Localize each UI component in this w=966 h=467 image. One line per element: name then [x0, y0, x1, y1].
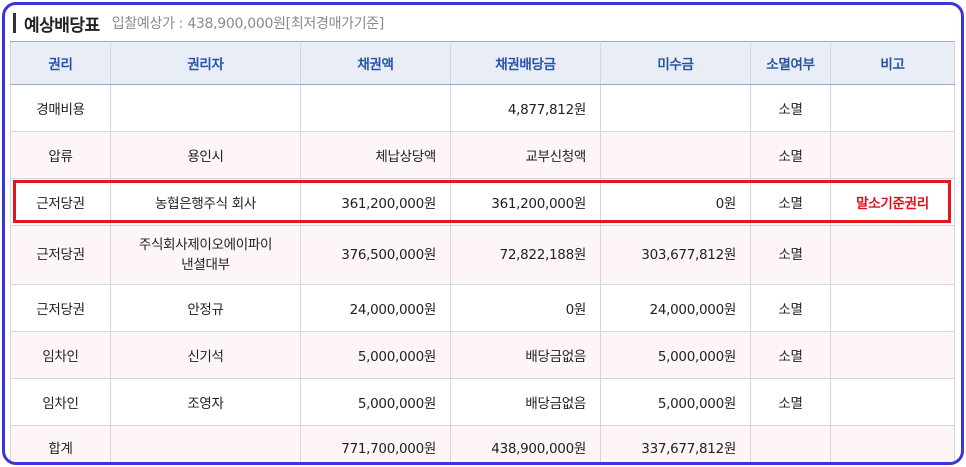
cell-holder: 용인시: [110, 131, 301, 179]
cell-right: 임차인: [10, 378, 111, 426]
cell-dividend: 361,200,000원: [450, 178, 601, 226]
cell-unpaid: [600, 131, 751, 179]
total-unpaid: 337,677,812원: [600, 425, 751, 462]
expected-distribution-table: 권리 권리자 채권액 채권배당금 미수금 소멸여부 비고 경매비용 4,877,…: [10, 41, 955, 462]
cell-note: [830, 331, 955, 379]
table-total-row: 합계 771,700,000원 438,900,000원 337,677,812…: [10, 425, 955, 462]
cell-note: [830, 378, 955, 426]
cell-right: 경매비용: [10, 84, 111, 132]
cell-extinct: 소멸: [750, 331, 831, 379]
cell-unpaid: 24,000,000원: [600, 284, 751, 332]
cell-claim: 376,500,000원: [300, 225, 451, 285]
cell-note-baseline: 말소기준권리: [830, 178, 955, 226]
cell-claim: 24,000,000원: [300, 284, 451, 332]
cell-extinct: 소멸: [750, 225, 831, 285]
cell-right: 압류: [10, 131, 111, 179]
cell-extinct: 소멸: [750, 84, 831, 132]
cell-extinct: 소멸: [750, 284, 831, 332]
title-bar: 예상배당표 입찰예상가 : 438,900,000원[최저경매가기준]: [5, 5, 961, 41]
table-row: 임차인 조영자 5,000,000원 배당금없음 5,000,000원 소멸: [10, 378, 955, 426]
cell-note: [830, 284, 955, 332]
table-row: 임차인 신기석 5,000,000원 배당금없음 5,000,000원 소멸: [10, 331, 955, 379]
column-header-note: 비고: [830, 41, 955, 85]
cell-dividend: 4,877,812원: [450, 84, 601, 132]
cell-holder: 농협은행주식 회사: [110, 178, 301, 226]
cell-right: 임차인: [10, 331, 111, 379]
table-row: 압류 용인시 체납상당액 교부신청액 소멸: [10, 131, 955, 179]
cell-claim: 361,200,000원: [300, 178, 451, 226]
cell-unpaid: [600, 84, 751, 132]
cell-unpaid: 0원: [600, 178, 751, 226]
cell-note: [830, 84, 955, 132]
cell-extinct: 소멸: [750, 378, 831, 426]
title-marker: [13, 13, 16, 33]
total-holder-empty: [110, 425, 301, 462]
cell-holder: [110, 84, 301, 132]
cell-claim: 5,000,000원: [300, 378, 451, 426]
total-note-empty: [830, 425, 955, 462]
table-row: 근저당권 안정규 24,000,000원 0원 24,000,000원 소멸: [10, 284, 955, 332]
cell-note: [830, 131, 955, 179]
cell-note: [830, 225, 955, 285]
cell-extinct: 소멸: [750, 178, 831, 226]
cell-unpaid: 5,000,000원: [600, 378, 751, 426]
cell-holder: 조영자: [110, 378, 301, 426]
cell-unpaid: 303,677,812원: [600, 225, 751, 285]
cell-dividend: 0원: [450, 284, 601, 332]
table-row-baseline-right: 근저당권 농협은행주식 회사 361,200,000원 361,200,000원…: [10, 178, 955, 226]
cell-holder-line1: 주식회사제이오에이파이: [138, 237, 273, 253]
expected-bid-price: 입찰예상가 : 438,900,000원[최저경매가기준]: [111, 16, 385, 32]
cell-unpaid: 5,000,000원: [600, 331, 751, 379]
cell-holder-line2: 낸셜대부: [181, 257, 230, 273]
page-title: 예상배당표: [24, 15, 100, 36]
column-header-extinct: 소멸여부: [750, 41, 831, 85]
cell-right: 근저당권: [10, 284, 111, 332]
cell-claim: 체납상당액: [300, 131, 451, 179]
total-extinct-empty: [750, 425, 831, 462]
cell-holder: 주식회사제이오에이파이 낸셜대부: [110, 225, 301, 285]
cell-dividend: 교부신청액: [450, 131, 601, 179]
table-row: 근저당권 주식회사제이오에이파이 낸셜대부 376,500,000원 72,82…: [10, 225, 955, 285]
cell-right: 근저당권: [10, 225, 111, 285]
cell-dividend: 배당금없음: [450, 331, 601, 379]
total-dividend: 438,900,000원: [450, 425, 601, 462]
table-header-row: 권리 권리자 채권액 채권배당금 미수금 소멸여부 비고: [10, 41, 955, 85]
total-label: 합계: [10, 425, 111, 462]
column-header-unpaid: 미수금: [600, 41, 751, 85]
cell-holder: 신기석: [110, 331, 301, 379]
table-row: 경매비용 4,877,812원 소멸: [10, 84, 955, 132]
total-claim: 771,700,000원: [300, 425, 451, 462]
cell-holder: 안정규: [110, 284, 301, 332]
column-header-holder: 권리자: [110, 41, 301, 85]
cell-extinct: 소멸: [750, 131, 831, 179]
cell-claim: [300, 84, 451, 132]
column-header-dividend: 채권배당금: [450, 41, 601, 85]
cell-dividend: 배당금없음: [450, 378, 601, 426]
cell-right: 근저당권: [10, 178, 111, 226]
column-header-claim: 채권액: [300, 41, 451, 85]
cell-claim: 5,000,000원: [300, 331, 451, 379]
column-header-right: 권리: [10, 41, 111, 85]
cell-dividend: 72,822,188원: [450, 225, 601, 285]
